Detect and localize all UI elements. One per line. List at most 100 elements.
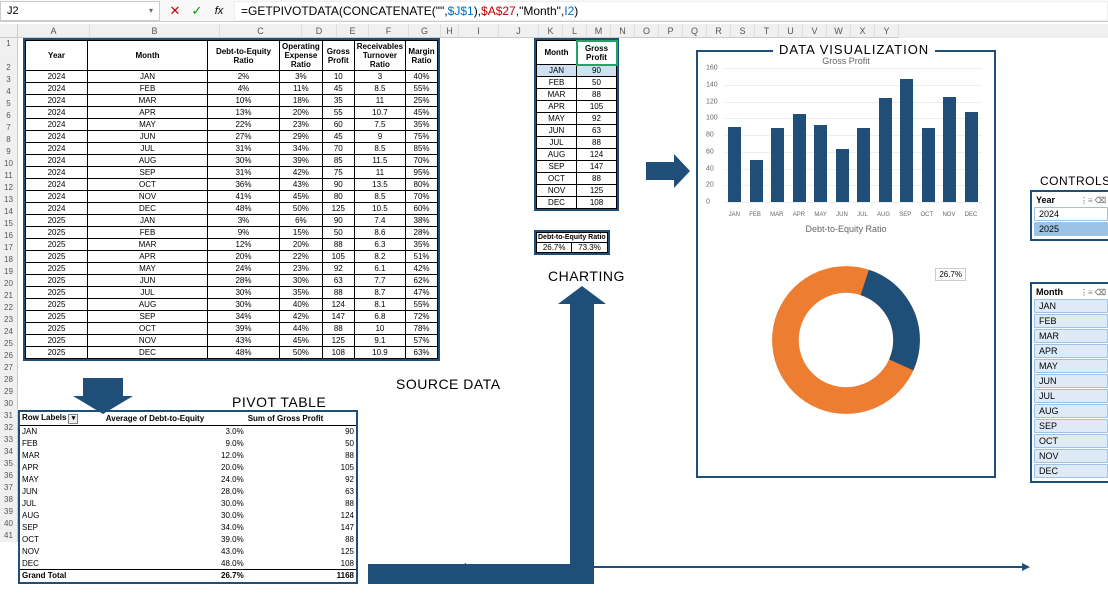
col-header-D[interactable]: D <box>302 24 337 38</box>
col-header-Y[interactable]: Y <box>875 24 899 38</box>
col-header-G[interactable]: G <box>409 24 441 38</box>
row-header-19[interactable]: 19 <box>0 266 18 278</box>
bar <box>771 128 784 202</box>
col-header-W[interactable]: W <box>827 24 851 38</box>
col-header-O[interactable]: O <box>635 24 659 38</box>
row-header-29[interactable]: 29 <box>0 386 18 398</box>
row-header-23[interactable]: 23 <box>0 314 18 326</box>
slicer-item-2025[interactable]: 2025 <box>1034 222 1108 236</box>
col-header-S[interactable]: S <box>731 24 755 38</box>
formula-input[interactable]: =GETPIVOTDATA(CONCATENATE("",$J$1),$A$27… <box>234 1 1108 21</box>
col-header-A[interactable]: A <box>18 24 90 38</box>
row-header-40[interactable]: 40 <box>0 518 18 530</box>
row-header-33[interactable]: 33 <box>0 434 18 446</box>
slicer-item-dec[interactable]: DEC <box>1034 464 1108 478</box>
row-header-32[interactable]: 32 <box>0 422 18 434</box>
row-header-35[interactable]: 35 <box>0 458 18 470</box>
year-slicer[interactable]: Year⋮≡⌫ 20242025 <box>1030 190 1108 241</box>
slicer-item-apr[interactable]: APR <box>1034 344 1108 358</box>
row-header-30[interactable]: 30 <box>0 398 18 410</box>
row-header-18[interactable]: 18 <box>0 254 18 266</box>
row-header-36[interactable]: 36 <box>0 470 18 482</box>
slicer-item-feb[interactable]: FEB <box>1034 314 1108 328</box>
col-header-T[interactable]: T <box>755 24 779 38</box>
col-header-P[interactable]: P <box>659 24 683 38</box>
row-header-41[interactable]: 41 <box>0 530 18 542</box>
name-box[interactable]: J2 ▾ <box>0 1 160 21</box>
bar-chart: 020406080100120140160JANFEBMARAPRMAYJUNJ… <box>706 68 986 218</box>
row-header-22[interactable]: 22 <box>0 302 18 314</box>
fx-button[interactable]: fx <box>208 1 230 21</box>
col-header-V[interactable]: V <box>803 24 827 38</box>
clear-filter-icon[interactable]: ⌫ <box>1095 288 1106 297</box>
bar <box>836 149 849 202</box>
col-header-B[interactable]: B <box>90 24 220 38</box>
month-slicer[interactable]: Month⋮≡⌫ JANFEBMARAPRMAYJUNJULAUGSEPOCTN… <box>1030 282 1108 483</box>
donut-title: Debt-to-Equity Ratio <box>698 218 994 240</box>
row-header-9[interactable]: 9 <box>0 146 18 158</box>
col-header-L[interactable]: L <box>563 24 587 38</box>
col-header-X[interactable]: X <box>851 24 875 38</box>
row-header-39[interactable]: 39 <box>0 506 18 518</box>
row-header-10[interactable]: 10 <box>0 158 18 170</box>
arrow-pivot-to-controls <box>464 566 1024 568</box>
row-header-20[interactable]: 20 <box>0 278 18 290</box>
row-header-6[interactable]: 6 <box>0 110 18 122</box>
row-header-17[interactable]: 17 <box>0 242 18 254</box>
row-header-11[interactable]: 11 <box>0 170 18 182</box>
col-header-U[interactable]: U <box>779 24 803 38</box>
slicer-item-nov[interactable]: NOV <box>1034 449 1108 463</box>
bar <box>965 112 978 202</box>
slicer-item-may[interactable]: MAY <box>1034 359 1108 373</box>
slicer-item-aug[interactable]: AUG <box>1034 404 1108 418</box>
col-header-N[interactable]: N <box>611 24 635 38</box>
col-header-F[interactable]: F <box>369 24 409 38</box>
row-header-31[interactable]: 31 <box>0 410 18 422</box>
row-header-5[interactable]: 5 <box>0 98 18 110</box>
col-header-E[interactable]: E <box>337 24 369 38</box>
col-header-R[interactable]: R <box>707 24 731 38</box>
slicer-item-2024[interactable]: 2024 <box>1034 207 1108 221</box>
col-header-K[interactable]: K <box>539 24 563 38</box>
row-header-12[interactable]: 12 <box>0 182 18 194</box>
row-header-25[interactable]: 25 <box>0 338 18 350</box>
col-header-C[interactable]: C <box>220 24 302 38</box>
row-header-13[interactable]: 13 <box>0 194 18 206</box>
row-header-14[interactable]: 14 <box>0 206 18 218</box>
row-header-28[interactable]: 28 <box>0 374 18 386</box>
row-header-34[interactable]: 34 <box>0 446 18 458</box>
row-header-8[interactable]: 8 <box>0 134 18 146</box>
cancel-button[interactable]: ✕ <box>164 1 186 21</box>
col-header-M[interactable]: M <box>587 24 611 38</box>
row-header-26[interactable]: 26 <box>0 350 18 362</box>
slicer-item-jan[interactable]: JAN <box>1034 299 1108 313</box>
confirm-button[interactable]: ✓ <box>186 1 208 21</box>
slicer-item-mar[interactable]: MAR <box>1034 329 1108 343</box>
multiselect-icon[interactable]: ⋮≡ <box>1080 288 1093 297</box>
col-header-J[interactable]: J <box>499 24 539 38</box>
col-header-Q[interactable]: Q <box>683 24 707 38</box>
row-header-27[interactable]: 27 <box>0 362 18 374</box>
row-header-4[interactable]: 4 <box>0 86 18 98</box>
name-box-dropdown-icon[interactable]: ▾ <box>149 6 153 15</box>
row-header-7[interactable]: 7 <box>0 122 18 134</box>
row-header-38[interactable]: 38 <box>0 494 18 506</box>
row-header-21[interactable]: 21 <box>0 290 18 302</box>
row-header-1[interactable]: 1 <box>0 38 18 62</box>
slicer-item-sep[interactable]: SEP <box>1034 419 1108 433</box>
select-all-corner[interactable] <box>0 24 18 38</box>
slicer-item-jul[interactable]: JUL <box>1034 389 1108 403</box>
slicer-item-oct[interactable]: OCT <box>1034 434 1108 448</box>
row-header-24[interactable]: 24 <box>0 326 18 338</box>
clear-filter-icon[interactable]: ⌫ <box>1095 196 1106 205</box>
row-header-37[interactable]: 37 <box>0 482 18 494</box>
row-header-15[interactable]: 15 <box>0 218 18 230</box>
col-header-H[interactable]: H <box>441 24 459 38</box>
slicer-item-jun[interactable]: JUN <box>1034 374 1108 388</box>
row-header-16[interactable]: 16 <box>0 230 18 242</box>
col-header-I[interactable]: I <box>459 24 499 38</box>
multiselect-icon[interactable]: ⋮≡ <box>1080 196 1093 205</box>
row-header-2[interactable]: 2 <box>0 62 18 74</box>
row-header-3[interactable]: 3 <box>0 74 18 86</box>
pivot-filter-icon[interactable]: ▾ <box>68 414 78 424</box>
